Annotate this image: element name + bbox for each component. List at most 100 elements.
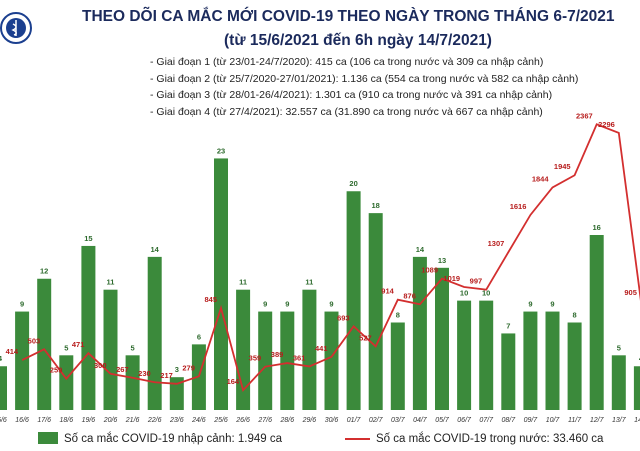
bar (346, 191, 361, 410)
line-label: 1945 (554, 162, 571, 171)
bar-label: 9 (550, 300, 554, 309)
bar (214, 158, 228, 410)
line-label: 230 (138, 369, 151, 378)
line-label: 361 (293, 353, 306, 362)
bar-label: 3 (175, 365, 179, 374)
bar-label: 6 (197, 332, 201, 341)
bar (103, 289, 118, 410)
x-tick-label: 28/6 (279, 417, 294, 424)
x-tick-label: 26/6 (235, 417, 250, 424)
x-tick-label: 29/6 (302, 417, 317, 424)
bar-label: 8 (396, 310, 400, 319)
bar (125, 355, 140, 410)
bar-label: 9 (285, 300, 289, 309)
bar (81, 245, 96, 410)
bar (236, 289, 251, 410)
bar-label: 4 (639, 354, 640, 363)
bar-label: 18 (372, 201, 380, 210)
line-label: 1307 (488, 239, 505, 248)
line-label: 389 (271, 350, 284, 359)
line-label: 876 (403, 291, 416, 300)
bar-label: 11 (107, 278, 115, 287)
x-tick-label: 19/6 (82, 417, 96, 424)
bar-label: 5 (64, 343, 68, 352)
legend-swatch (38, 432, 58, 444)
bar-label: 23 (217, 146, 225, 155)
bar (368, 213, 383, 410)
x-tick-label: 05/7 (435, 417, 450, 424)
bar-label: 14 (151, 245, 160, 254)
bar-label: 15 (84, 234, 92, 243)
bar (457, 300, 472, 410)
legend-label: Số ca mắc COVID-19 nhập cảnh: 1.949 ca (64, 432, 283, 445)
bar-label: 11 (305, 278, 313, 287)
line-label: 300 (94, 361, 107, 370)
bar-label: 16 (593, 223, 601, 232)
x-tick-label: 21/6 (125, 417, 140, 424)
bar-label: 7 (506, 321, 510, 330)
note: - Giai đoạn 4 (từ 27/4/2021): 32.557 ca … (150, 106, 543, 118)
bar (633, 366, 640, 410)
x-tick-label: 27/6 (257, 417, 272, 424)
bar-label: 11 (239, 278, 247, 287)
line-label: 1089 (421, 266, 438, 275)
x-tick-label: 08/7 (501, 417, 516, 424)
line-label: 267 (116, 365, 129, 374)
line-label: 441 (315, 344, 328, 353)
x-tick-label: 30/6 (325, 417, 339, 424)
x-tick-label: 13/7 (612, 417, 627, 424)
bar (59, 355, 74, 410)
x-tick-label: 17/6 (37, 417, 51, 424)
bar-label: 12 (40, 267, 48, 276)
x-tick-label: 07/7 (479, 417, 494, 424)
line-label: 217 (160, 371, 173, 380)
x-tick-label: 18/6 (59, 417, 73, 424)
x-tick-label: 04/7 (413, 417, 428, 424)
bar (302, 289, 317, 410)
x-tick-label: 12/7 (590, 417, 605, 424)
line-label: 1019 (443, 274, 460, 283)
x-tick-label: 09/7 (524, 417, 539, 424)
line-label: 2367 (576, 111, 593, 120)
x-tick-label: 14/7 (634, 417, 640, 424)
note: - Giai đoạn 3 (từ 28/01-26/4/2021): 1.30… (150, 89, 552, 101)
legend-label: Số ca mắc COVID-19 trong nước: 33.460 ca (376, 432, 604, 445)
line-label: 471 (72, 340, 85, 349)
x-tick-label: 25/6 (213, 417, 228, 424)
bar (390, 322, 405, 410)
bar-label: 9 (263, 300, 267, 309)
bar-label: 10 (482, 289, 490, 298)
line-label: 503 (28, 336, 41, 345)
bar-label: 9 (20, 300, 24, 309)
bar (15, 311, 30, 410)
line-label: 279 (182, 363, 195, 372)
bar (147, 256, 162, 410)
bar-label: 8 (573, 310, 577, 319)
bar (324, 311, 339, 410)
logo (0, 12, 32, 44)
x-tick-label: 11/7 (568, 417, 582, 424)
bar-label: 5 (617, 343, 621, 352)
line-label: 359 (249, 354, 262, 363)
bar (611, 355, 626, 410)
x-tick-label: 20/6 (103, 417, 118, 424)
bar (280, 311, 295, 410)
x-tick-label: 02/7 (369, 417, 384, 424)
line-label: 997 (470, 277, 483, 286)
bar (169, 377, 184, 410)
bar-label: 14 (416, 245, 425, 254)
note: - Giai đoạn 1 (từ 23/01-24/7/2020): 415 … (150, 56, 543, 68)
line-label: 1616 (510, 202, 527, 211)
line-label: 164 (227, 377, 240, 386)
x-tick-label: 23/6 (169, 417, 184, 424)
x-tick-label: 01/7 (347, 417, 362, 424)
bar (479, 300, 494, 410)
bar (412, 256, 427, 410)
bar (258, 311, 273, 410)
bar (501, 333, 516, 410)
bar-label: 4 (0, 354, 3, 363)
x-tick-label: 22/6 (147, 417, 162, 424)
x-tick-label: 03/7 (391, 417, 406, 424)
x-tick-label: 10/7 (546, 417, 561, 424)
